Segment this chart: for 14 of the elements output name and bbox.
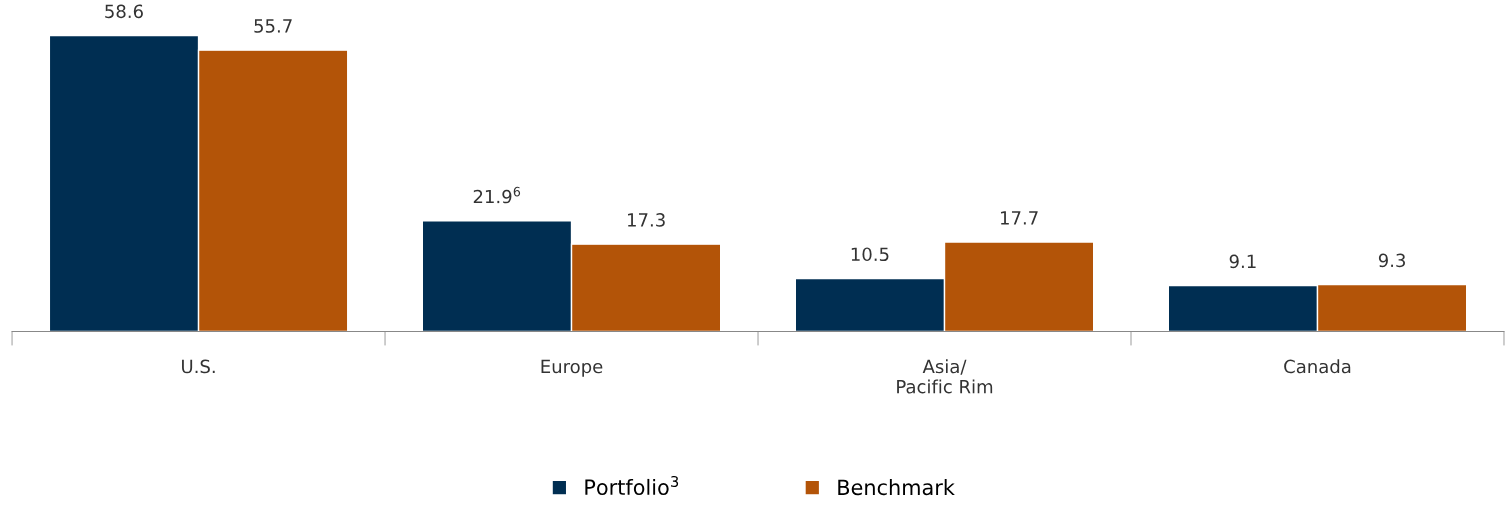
legend-label: Benchmark [838, 479, 955, 496]
data-label: 9.3 [1378, 253, 1405, 268]
data-label: 17.3 [628, 213, 665, 227]
data-label: 17.7 [1000, 211, 1038, 225]
x-tick-label: U.S. [182, 359, 215, 374]
x-tick-label: Europe [541, 359, 603, 377]
data-label: 58.6 [105, 4, 143, 19]
data-label: 55.7 [254, 19, 292, 33]
data-label: 9.1 [1229, 254, 1256, 269]
data-label: 21.9$^{6}$ [473, 186, 521, 204]
x-tick-label: Asia/ Pacific Rim [897, 359, 993, 394]
data-label: 10.5 [851, 247, 889, 262]
legend-label: Portfolio$^{3}$ [585, 475, 679, 496]
x-tick-label: Canada [1284, 359, 1351, 374]
